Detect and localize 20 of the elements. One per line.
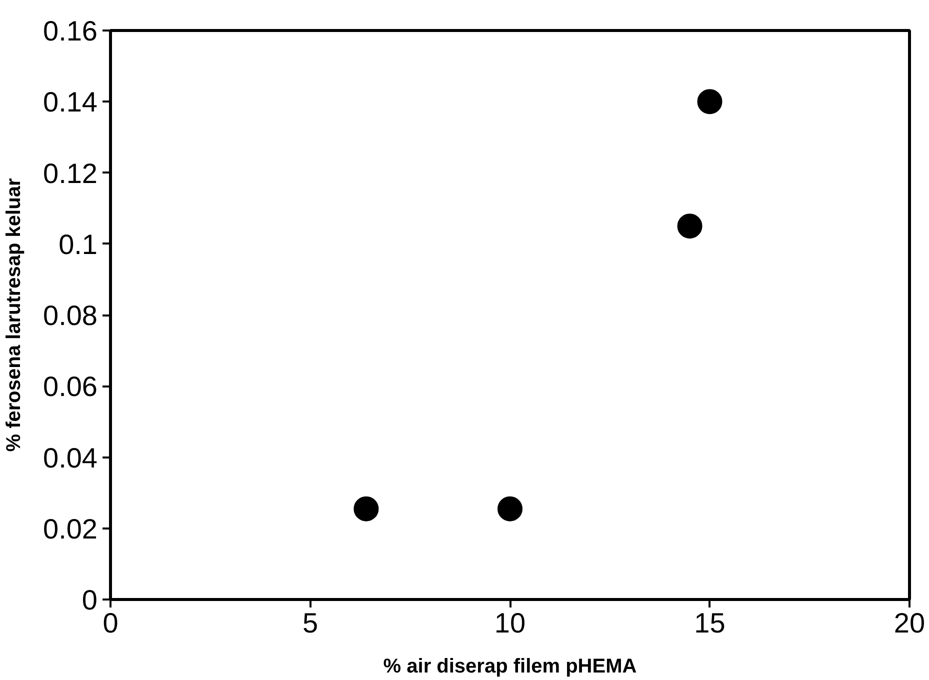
point (697, 89, 722, 114)
x-tick-label: 20 (894, 608, 926, 638)
y-tick-label: 0.14 (43, 86, 98, 118)
x-tick-label: 5 (302, 608, 318, 638)
point (354, 496, 379, 522)
x-tick-label: 0 (102, 608, 118, 638)
y-axis-title: % ferosena larutresap keluar (3, 178, 26, 452)
x-tick-label: 10 (494, 608, 526, 638)
x-axis-title: % air diserap filem pHEMA (383, 656, 637, 678)
y-tick-label: 0.12 (43, 158, 98, 189)
y-tick-label: 0.16 (43, 16, 98, 46)
y-tick-label: 0.02 (43, 513, 98, 544)
y-tick-label: 0.08 (43, 300, 98, 331)
y-tick-label: 0.1 (58, 228, 98, 260)
y-tick-label: 0 (82, 584, 98, 616)
point (498, 496, 522, 522)
x-tick-label: 15 (694, 608, 726, 638)
y-tick-label: 0.06 (43, 371, 98, 402)
point (677, 214, 702, 239)
y-tick-label: 0.04 (43, 442, 98, 474)
